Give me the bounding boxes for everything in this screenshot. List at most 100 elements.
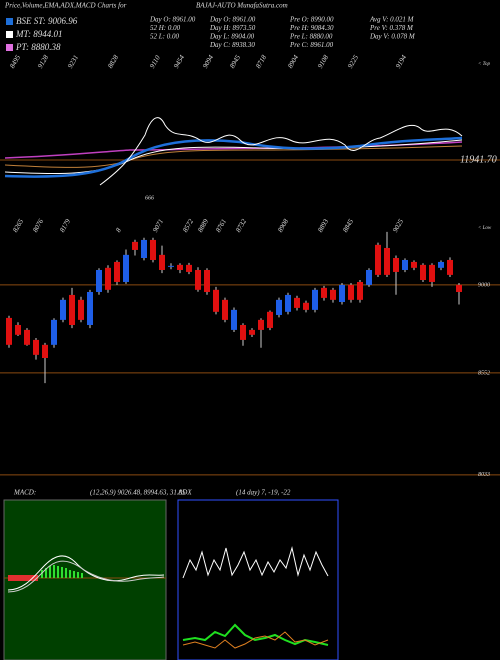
candle-body xyxy=(33,339,39,355)
candles xyxy=(6,231,462,384)
adx-panel xyxy=(177,499,339,660)
level-label: 11941.70 xyxy=(460,154,497,165)
candle-body xyxy=(393,258,399,272)
stat: 52 L: 0.00 xyxy=(150,33,179,41)
header-title: Price,Volume,EMA,ADX,MACD Charts for xyxy=(4,2,127,10)
stat: Day O: 8961.00 xyxy=(149,16,196,24)
legend-label: MT: 8944.01 xyxy=(15,29,63,39)
candle-body xyxy=(132,241,138,250)
candle-body xyxy=(6,317,12,345)
candle-body xyxy=(357,281,363,300)
candle-body xyxy=(195,269,201,290)
stat: Day L: 8904.00 xyxy=(209,33,255,41)
legend-swatch xyxy=(6,44,13,51)
candle-body xyxy=(402,259,408,270)
candle-body xyxy=(420,264,426,281)
y-tick-label: 8552 xyxy=(478,370,490,376)
candle-body xyxy=(429,264,435,282)
ema-line xyxy=(4,139,463,175)
adx-line xyxy=(182,631,329,649)
adx-params: (14 day) 7, -19, -22 xyxy=(236,489,291,497)
candle-body xyxy=(321,287,327,298)
candle-body xyxy=(258,319,264,330)
ema-line xyxy=(4,145,463,168)
candle-body xyxy=(366,269,372,285)
signal-line xyxy=(7,560,165,593)
candle-body xyxy=(69,294,75,325)
stat: 52 H: 0.00 xyxy=(150,24,181,32)
grid: 9000 8552 8033 xyxy=(0,282,500,478)
candle-body xyxy=(141,239,147,259)
candle-body xyxy=(159,254,165,270)
legend-label: PT: 8880.38 xyxy=(15,42,61,52)
candle-body xyxy=(150,239,156,260)
stat: Day C: 8938.30 xyxy=(209,41,255,49)
candle-body xyxy=(78,299,84,320)
stat: Pre O: 8990.00 xyxy=(289,16,334,24)
ema-line xyxy=(4,136,463,178)
stat: Pre C: 8961.00 xyxy=(289,41,334,49)
candle-body xyxy=(303,302,309,310)
candle-body xyxy=(330,289,336,300)
stat: Pre L: 8880.00 xyxy=(289,33,333,41)
candle-body xyxy=(114,261,120,282)
adx-label: ADX xyxy=(177,489,192,497)
candle-body xyxy=(15,324,21,335)
candle-body xyxy=(447,259,453,275)
candle-body xyxy=(240,324,246,340)
candle-body xyxy=(384,247,390,275)
candle-body xyxy=(42,344,48,358)
mid-label: 666 xyxy=(145,195,154,201)
candle-body xyxy=(186,264,192,272)
candle-body xyxy=(312,289,318,310)
candle-body xyxy=(51,319,57,345)
stat: Day O: 8961.00 xyxy=(209,16,256,24)
di-line xyxy=(182,546,329,579)
macd-label: MACD: xyxy=(13,489,36,497)
candle-body xyxy=(348,284,354,300)
header-symbol: BAJAJ-AUTO MunafaSutra.com xyxy=(196,2,288,10)
legend-swatch xyxy=(6,31,13,38)
stat: Pre H: 9084.30 xyxy=(289,24,334,32)
y-tick-label: 9000 xyxy=(478,282,490,288)
candle-body xyxy=(177,264,183,270)
y-tick-label: 8033 xyxy=(478,472,490,478)
candle-body xyxy=(339,284,345,303)
candle-body xyxy=(411,261,417,268)
corner-label: < Top xyxy=(478,62,490,67)
candle-body xyxy=(285,294,291,312)
macd-params: (12,26,9) 9026.48, 8994.63, 31.85 xyxy=(90,489,186,497)
stat: Day V: 0.078 M xyxy=(369,33,416,41)
candle-body xyxy=(249,329,255,335)
candle-body xyxy=(438,261,444,268)
legend-swatch xyxy=(6,18,13,25)
candle-body xyxy=(96,269,102,292)
price-line xyxy=(99,117,463,186)
legend-label: BSE ST: 9006.96 xyxy=(16,16,78,26)
candle-body xyxy=(123,254,129,282)
legend: BSE ST: 9006.96 MT: 8944.01 PT: 8880.38 xyxy=(6,16,78,52)
candle-body xyxy=(105,267,111,290)
candle-body xyxy=(60,299,66,320)
stat: Avg V: 0.021 M xyxy=(369,16,415,24)
stat: Day H: 8973.50 xyxy=(209,24,256,32)
candle-body xyxy=(276,299,282,315)
macd-line xyxy=(7,555,165,591)
candle-body xyxy=(222,299,228,320)
candle-body xyxy=(204,269,210,292)
candle-body xyxy=(168,265,174,267)
candle-body xyxy=(213,289,219,312)
candle-body xyxy=(267,311,273,328)
candle-body xyxy=(231,309,237,330)
candle-body xyxy=(375,244,381,275)
candle-body xyxy=(294,297,300,308)
stat: Pre V: 0.378 M xyxy=(369,24,414,32)
corner-label: < Low xyxy=(478,226,492,231)
di-line xyxy=(182,623,329,646)
candle-body xyxy=(456,284,462,292)
candle-body xyxy=(24,329,30,345)
candle-body xyxy=(87,291,93,325)
point-label: 8 xyxy=(114,226,123,233)
